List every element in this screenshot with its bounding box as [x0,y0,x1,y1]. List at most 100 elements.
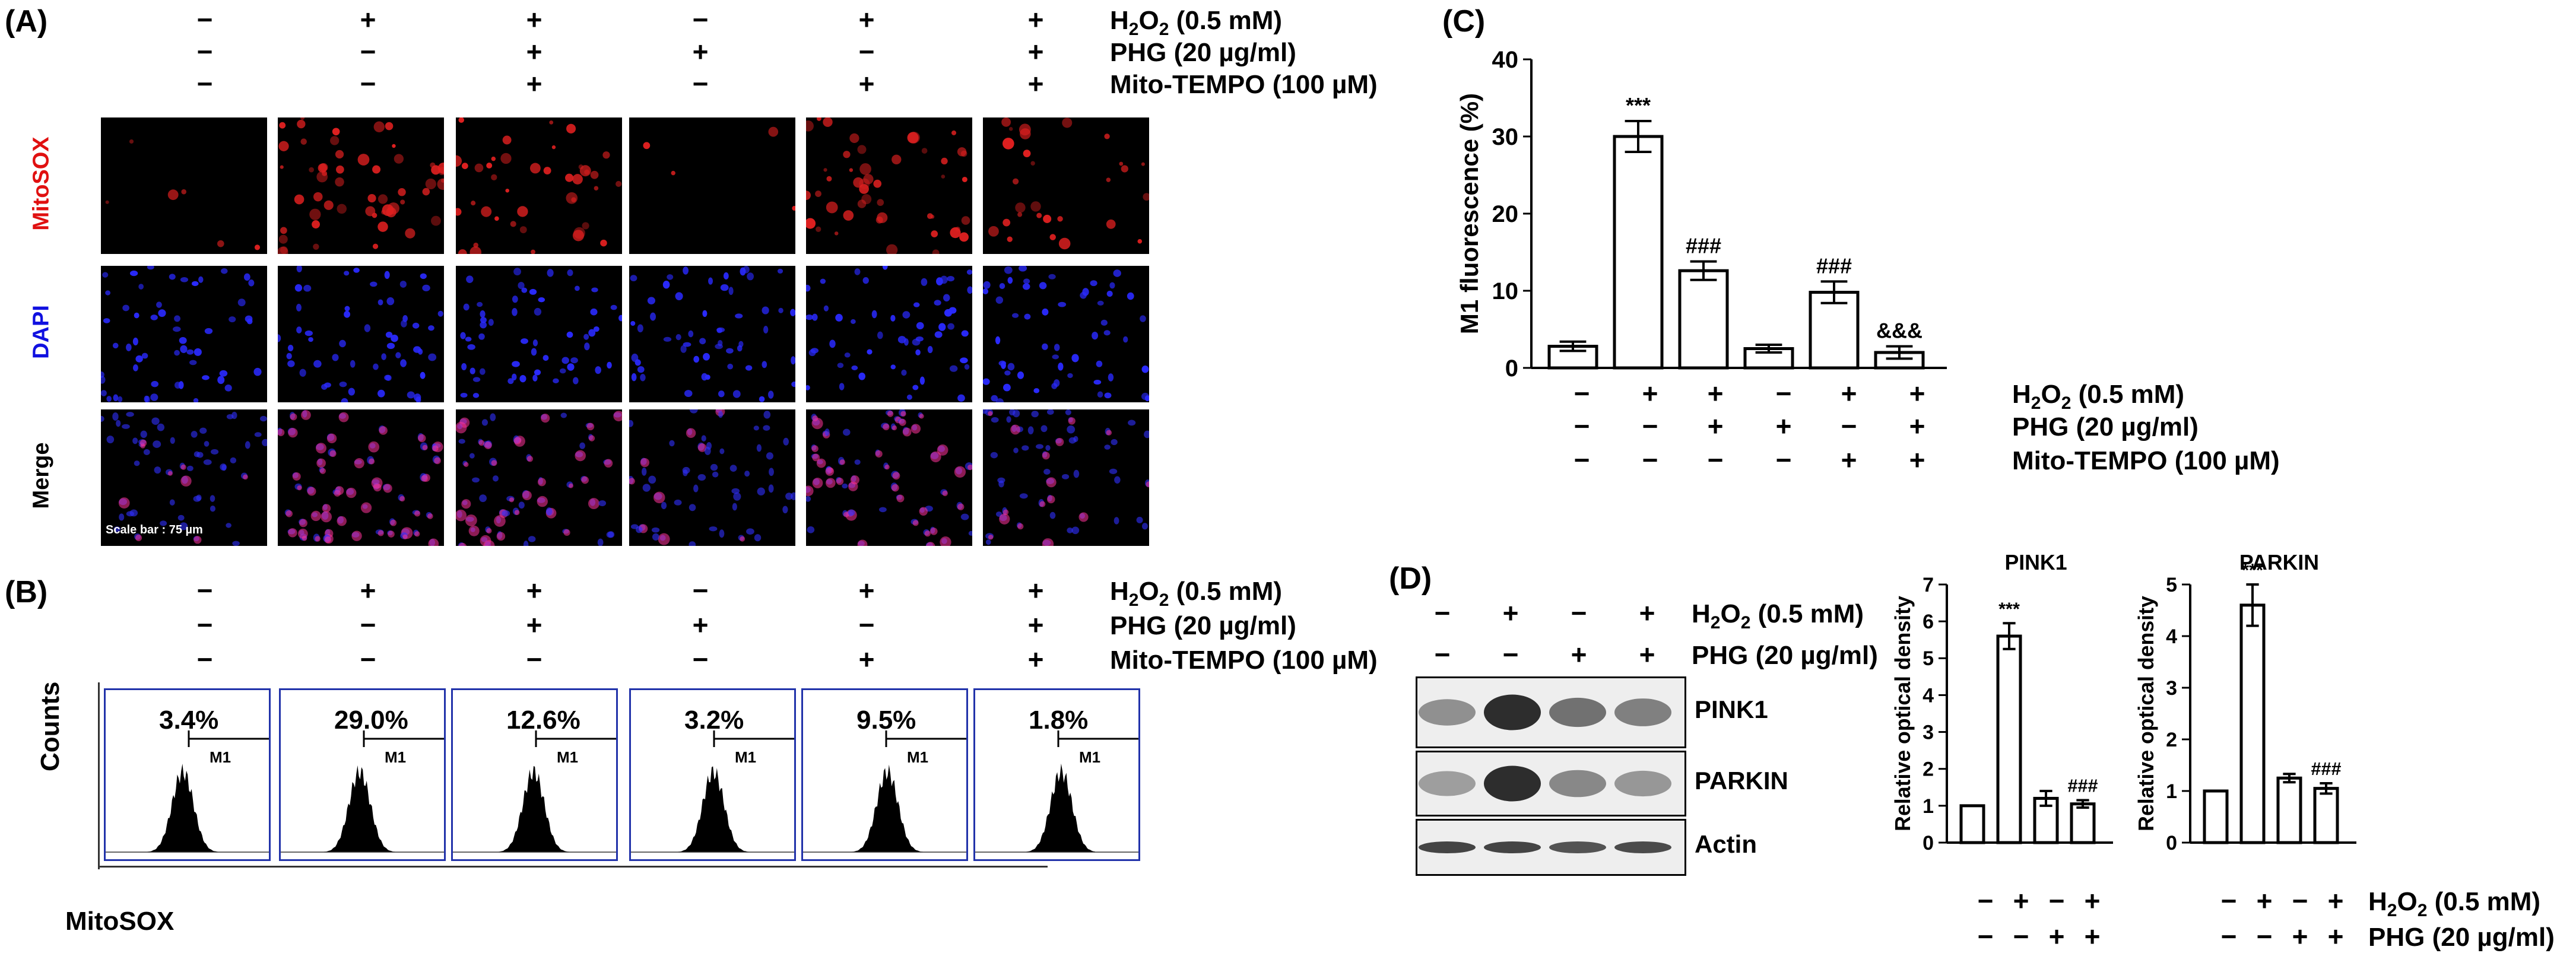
micrograph-svg-mitosox-6 [988,117,1149,250]
micrograph-svg-mitosox-4 [643,126,795,211]
bar-2 [1996,634,2022,844]
svg-text:M1: M1 [735,748,756,766]
cond-a-r2-c4: + [858,68,875,99]
y-axis-label: Relative optical density [2137,596,2158,831]
ytick-label-40: 40 [1492,47,1519,73]
bar-2 [2239,603,2266,844]
blot-row-actin [1416,819,1686,876]
cond-b-r0-c5: + [1027,575,1044,606]
bar-4 [2313,787,2339,844]
micrograph-dapi-3 [456,266,622,402]
annotation-3: ### [1686,234,1721,258]
cond-d2-parkin-r1-c1: − [2256,921,2273,952]
ytick-label-4: 4 [2166,625,2177,648]
cond-a-r1-c4: − [858,36,875,67]
condition-label-phg-c: PHG (20 µg/ml) [2012,412,2199,441]
bar-1 [2203,789,2229,844]
ytick-label-20: 20 [1492,201,1519,227]
cond-c-r0-c4: + [1841,378,1857,409]
cond-b-r2-c3: − [692,644,709,675]
flow-svg-2: M1 [281,730,444,853]
micrograph-mitosox-3 [456,117,622,254]
svg-text:M1: M1 [907,748,928,766]
flow-percent-2: 29.0% [334,706,408,735]
flow-svg-4: M1 [631,730,794,853]
cond-b-r2-c4: + [858,644,875,675]
flow-svg-1: M1 [106,730,269,853]
band-pink1-3 [1549,697,1606,727]
micrograph-svg-merge-1 [101,411,267,546]
cond-b-r2-c5: + [1027,644,1044,675]
micrograph-svg-mitosox-5 [806,117,970,254]
ytick-label-7: 7 [1923,574,1934,596]
ytick-label-2: 2 [2166,729,2177,751]
ytick-label-3: 3 [2166,677,2177,700]
cond-d2-parkin-r0-c3: + [2327,885,2344,916]
micrograph-svg-mitosox-1 [105,139,261,250]
chart-parkin: 0 1 2 3 4 5 Relative optical density PARKIN*** #… [2137,551,2356,854]
cond-a-r0-c1: + [360,4,376,35]
cond-b-r0-c4: + [858,575,875,606]
cond-d2-parkin-r1-c0: − [2220,921,2237,952]
panel-label-c: (C) [1442,4,1486,39]
micrograph-merge-3 [456,409,622,546]
cond-d-r1-c2: + [1571,639,1587,670]
condition-label-h2o2-b: H2O2 (0.5 mM) [1110,577,1283,610]
micrograph-dapi-2 [278,266,444,402]
blot-label-actin: Actin [1695,830,1757,858]
cond-b-r0-c1: + [360,575,376,606]
cond-b-r2-c1: − [360,644,376,675]
ytick-label-2: 2 [1923,758,1934,781]
cond-b-r1-c5: + [1027,609,1044,640]
cond-d2-pink-r1-c3: + [2084,921,2101,952]
micrograph-mitosox-4 [629,117,795,254]
micrograph-merge-1 [101,409,267,546]
micrograph-merge-4 [629,409,795,546]
micrograph-svg-merge-2 [278,410,443,546]
micrograph-svg-mitosox-2 [278,117,444,254]
condition-label-mito: Mito-TEMPO (100 µM) [1110,70,1378,99]
ytick-label-1: 1 [1923,795,1934,818]
annotation-4: ### [2067,776,2098,796]
cond-c-r2-c4: + [1841,444,1857,475]
cond-a-r2-c0: − [196,68,213,99]
blot-row-pink1 [1416,676,1686,748]
cond-d-r1-c1: − [1502,639,1519,670]
band-pink1-1 [1419,699,1476,726]
band-actin-1 [1419,841,1476,853]
micrograph-mitosox-6 [983,117,1149,254]
cond-a-r2-c5: + [1027,68,1044,99]
cond-b-r0-c3: − [692,575,709,606]
svg-text:M1: M1 [385,748,406,766]
cond-c-r2-c1: − [1642,444,1658,475]
cond-c-r0-c5: + [1909,378,1925,409]
flow-panel-3: 12.6% M1 [451,688,618,861]
annotation-2: *** [1998,599,2020,619]
blot-label-parkin: PARKIN [1695,766,1788,795]
flow-xlabel: MitoSOX [65,907,175,936]
band-parkin-1 [1419,771,1476,796]
micrograph-svg-dapi-3 [460,268,622,398]
micrograph-dapi-1 [101,266,267,402]
ytick-label-1: 1 [2166,780,2177,803]
micrograph-svg-dapi-2 [278,266,443,402]
flow-ylabel: Counts [36,681,65,771]
ytick-label-0: 0 [2166,832,2177,854]
panel-label-d: (D) [1389,561,1432,596]
cond-d2-parkin-r0-c2: − [2292,885,2308,916]
cond-a-r0-c2: + [526,4,543,35]
band-pink1-2 [1484,694,1541,730]
blot-row-parkin [1416,751,1686,816]
flow-percent-4: 3.2% [684,706,744,735]
y-axis-label: M1 fluorescence (%) [1455,93,1483,334]
micrograph-merge-6 [983,409,1149,546]
condition-label-mito-b: Mito-TEMPO (100 µM) [1110,646,1378,675]
chart-m1-fluorescence: 0 10 20 30 40 M1 fluorescence (%) *** ### ### &&& [1455,47,1947,382]
band-actin-2 [1484,841,1541,853]
cond-c-r2-c2: − [1707,444,1724,475]
blot-svg-parkin [1419,765,1671,802]
ytick-label-4: 4 [1923,684,1934,707]
micrograph-mitosox-1 [101,117,267,254]
bar-2 [1613,135,1664,370]
flow-percent-6: 1.8% [1029,706,1089,735]
